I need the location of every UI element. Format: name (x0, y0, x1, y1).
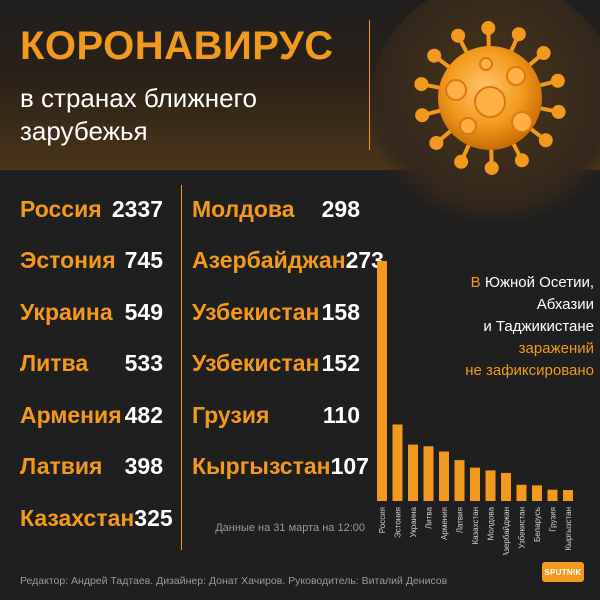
bar-8 (501, 472, 511, 501)
case-count: 398 (124, 453, 163, 479)
bar-11 (547, 489, 558, 501)
sputnik-logo: SPUTNIK (542, 562, 584, 582)
bar-5 (454, 460, 465, 501)
country-row: Латвия 398 (20, 450, 163, 484)
note-line-4: заражений (518, 340, 594, 357)
bar-label-2: Украина (409, 506, 418, 537)
country-name: Кыргызстан (192, 453, 331, 479)
country-name: Россия (20, 195, 102, 222)
bar-label-3: Литва (425, 506, 434, 529)
country-name: Казахстан (20, 504, 135, 531)
country-name: Латвия (20, 453, 103, 479)
case-count: 110 (322, 401, 360, 428)
case-count: 2337 (111, 195, 163, 222)
bar-4 (439, 451, 449, 501)
case-count: 107 (330, 453, 369, 479)
country-row: Украина 549 (20, 295, 163, 329)
country-row: Узбекистан 158 (192, 295, 360, 329)
bar-label-6: Казахстан (471, 507, 480, 545)
country-row: Кыргызстан 107 (192, 450, 369, 484)
case-count: 152 (321, 350, 360, 376)
country-row: Казахстан 325 (20, 501, 173, 535)
note-line-5: не зафиксировано (465, 362, 594, 379)
page-subtitle: в странах ближнего зарубежья (20, 83, 257, 146)
case-count: 745 (124, 247, 163, 273)
bar-label-4: Армения (440, 507, 449, 540)
country-name: Литва (20, 350, 89, 376)
case-count: 325 (134, 504, 173, 531)
bar-label-1: Эстония (394, 507, 403, 538)
bar-2 (408, 444, 418, 501)
case-count: 298 (321, 195, 360, 222)
bar-7 (485, 470, 496, 501)
bar-chart: Россия Эстония Украина Литва Армения Латвия Ка… (377, 261, 573, 555)
case-count: 482 (124, 401, 163, 428)
country-name: Грузия (192, 401, 270, 428)
note-accent: В (470, 274, 481, 291)
page-title: КОРОНАВИРУС (20, 24, 334, 68)
country-name: Азербайджан (192, 247, 346, 273)
case-count: 549 (124, 298, 163, 325)
bar-10 (532, 485, 542, 501)
bar-label-9: Узбекистан (518, 507, 527, 549)
case-count: 158 (321, 298, 360, 325)
bar-label-12: Кыргызстан (564, 507, 573, 551)
header-divider (369, 20, 370, 150)
country-name: Украина (20, 298, 113, 325)
bar-12 (563, 490, 573, 501)
note-line-3: и Таджикистане (483, 318, 594, 335)
country-name: Молдова (192, 195, 295, 222)
bar-label-0: Россия (378, 507, 387, 533)
column-divider (181, 185, 182, 550)
case-count: 533 (124, 350, 163, 376)
note-line-2: Абхазии (536, 296, 594, 313)
country-name: Узбекистан (192, 298, 320, 325)
country-row: Молдова 298 (192, 192, 360, 226)
date-note: Данные на 31 марта на 12:00 (215, 522, 365, 534)
country-name: Узбекистан (192, 350, 320, 376)
country-row: Россия 2337 (20, 192, 163, 226)
bar-label-5: Латвия (456, 507, 465, 533)
bar-label-10: Беларусь (533, 507, 542, 542)
bar-label-7: Молдова (487, 506, 496, 540)
credits: Редактор: Андрей Тадтаев. Дизайнер: Дона… (20, 575, 448, 587)
virus-icon (414, 21, 566, 175)
bar-0 (377, 261, 387, 501)
bar-3 (423, 446, 434, 501)
country-row: Литва 533 (20, 347, 163, 381)
bar-label-8: Азербайджан (502, 507, 511, 555)
country-row: Азербайджан 273 (192, 244, 384, 278)
country-row: Грузия 110 (192, 398, 360, 432)
note-line-1: Южной Осетии, (480, 274, 594, 291)
country-row: Узбекистан 152 (192, 347, 360, 381)
country-name: Армения (20, 401, 122, 428)
bar-label-11: Грузия (549, 507, 558, 532)
country-row: Армения 482 (20, 398, 163, 432)
bar-1 (392, 424, 403, 501)
bar-9 (516, 484, 527, 501)
no-cases-note: В Южной Осетии, Абхазии и Таджикистане з… (430, 272, 594, 382)
country-row: Эстония 745 (20, 244, 163, 278)
country-name: Эстония (20, 247, 116, 273)
bar-6 (470, 467, 480, 501)
